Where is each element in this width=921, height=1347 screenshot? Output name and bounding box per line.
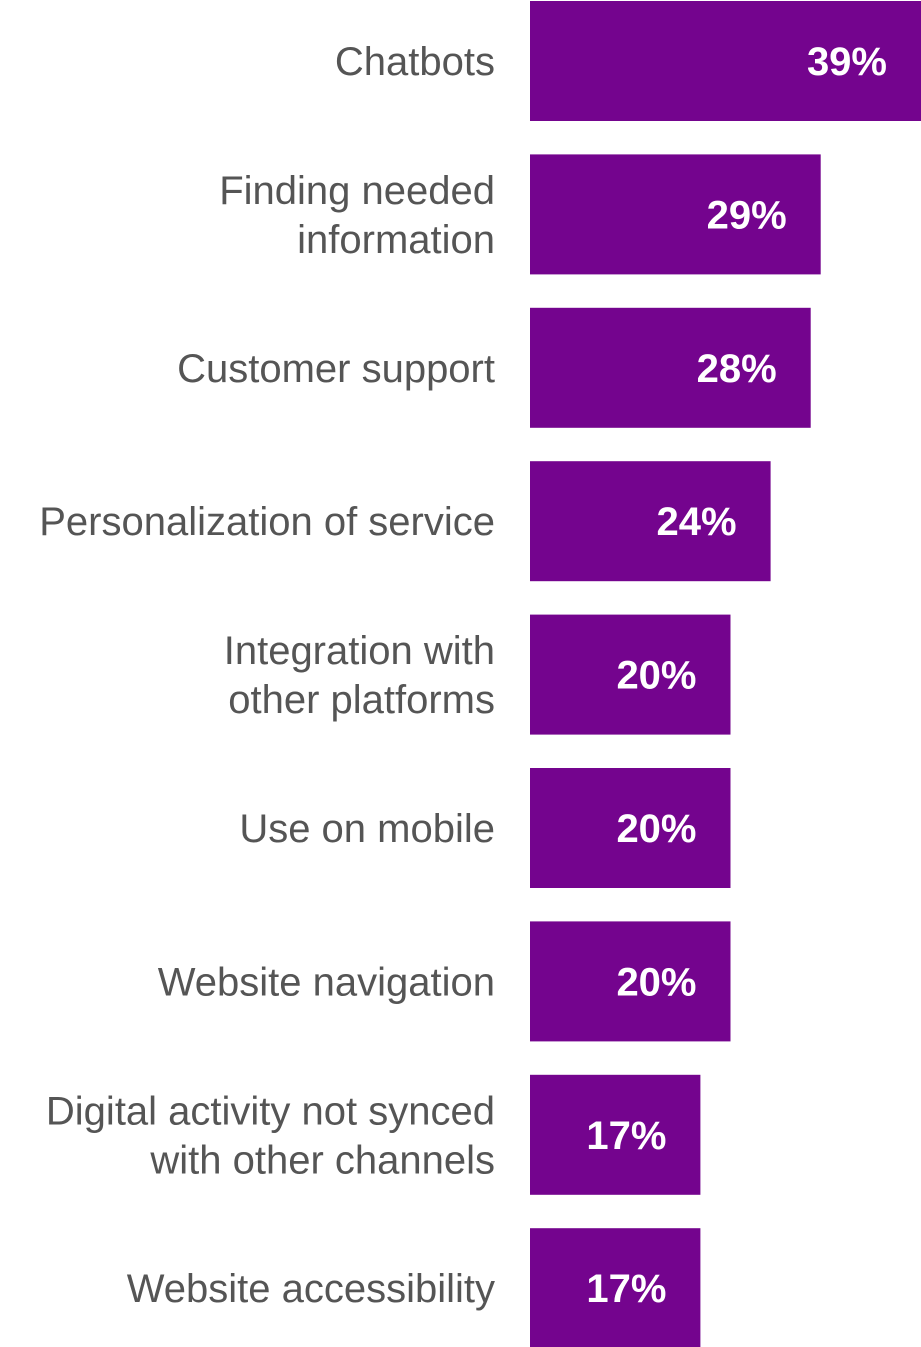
bar [530, 1074, 701, 1195]
category-label: Personalization of service [39, 500, 495, 544]
category-label-line: Finding needed [219, 169, 495, 213]
category-label-line: Customer support [177, 347, 495, 391]
category-label-line: information [297, 218, 495, 262]
category-label-line: Website accessibility [127, 1267, 495, 1311]
bar-value-label: 28% [697, 347, 777, 391]
bar-value-label: 24% [657, 500, 737, 544]
category-label: Website accessibility [127, 1267, 495, 1311]
bar [530, 1, 921, 121]
category-label-line: other platforms [228, 678, 495, 722]
category-label: Integration with other platforms [224, 629, 495, 722]
category-label-line: Use on mobile [239, 807, 495, 851]
category-label: Chatbots [335, 40, 495, 84]
category-label: Use on mobile [239, 807, 495, 851]
bar-value-label: 20% [616, 654, 696, 698]
bar-value-label: 39% [807, 40, 887, 84]
category-label-line: Personalization of service [39, 500, 495, 544]
category-label-line: Website navigation [158, 960, 495, 1004]
bar-value-label: 17% [586, 1267, 666, 1311]
category-label-line: Digital activity not synced [46, 1089, 495, 1133]
category-label: Finding needed information [219, 169, 495, 262]
category-label-line: Chatbots [335, 40, 495, 84]
bar-value-label: 17% [586, 1114, 666, 1158]
bar-value-label: 29% [707, 193, 787, 237]
bars-group [530, 1, 921, 1347]
bar [530, 921, 731, 1042]
category-labels-group: Chatbots Finding needed information Custome… [39, 40, 495, 1311]
bar-value-label: 20% [616, 960, 696, 1004]
category-label-line: Integration with [224, 629, 495, 673]
bar-value-label: 20% [616, 807, 696, 851]
category-label: Customer support [177, 347, 495, 391]
category-label: Website navigation [158, 960, 495, 1004]
value-labels-group: 39% 29% 28% 24% 20% 20% 20% 17% 17% [586, 40, 887, 1311]
category-label-line: with other channels [149, 1138, 495, 1182]
bar [530, 461, 771, 582]
bar [530, 154, 821, 275]
bar [530, 1228, 701, 1347]
bar [530, 768, 731, 888]
bar [530, 307, 811, 428]
category-label: Digital activity not synced with other ch… [46, 1089, 495, 1182]
bar [530, 614, 731, 735]
